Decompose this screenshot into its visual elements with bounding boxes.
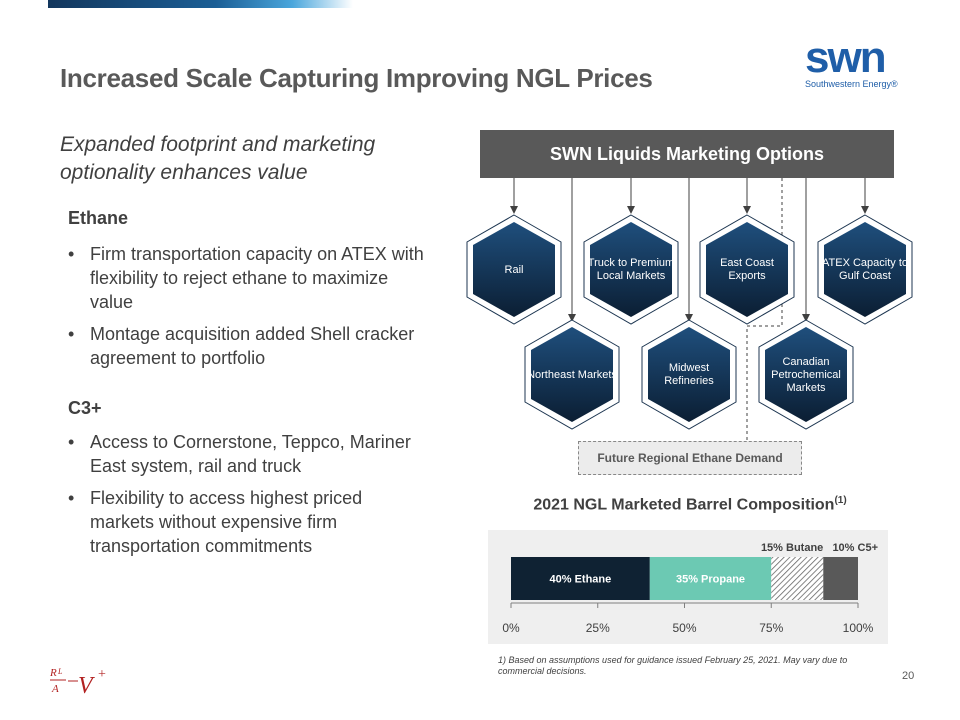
hexagon-northeast: [524, 319, 620, 430]
top-accent-bar: [48, 0, 353, 8]
rav-signature-logo: R L A V +: [49, 667, 106, 699]
hexagon-canadian: [758, 319, 854, 430]
logo-text: Southwestern Energy®: [805, 79, 898, 89]
hex-label-midwest: Midwest Refineries: [664, 362, 714, 387]
hex-label-truck: Truck to Premium Local Markets: [587, 257, 675, 282]
bar-segment-ethane: [511, 557, 650, 600]
hex-label-rail: Rail: [504, 263, 524, 276]
hexagon-truck: [583, 214, 679, 325]
svg-text:V: V: [78, 673, 95, 699]
x-tick-label: 100%: [843, 621, 874, 635]
bullet-item: Access to Cornerstone, Teppco, Mariner E…: [68, 430, 428, 478]
page-number: 20: [902, 670, 915, 682]
bullet-item: Firm transportation capacity on ATEX wit…: [68, 242, 428, 314]
logo-mark: swn: [805, 33, 887, 82]
svg-text:R: R: [49, 667, 57, 679]
hexagon-atex: [817, 214, 913, 325]
chart-title-footnote-ref: (1): [834, 495, 847, 506]
ethane-bullet-list: Firm transportation capacity on ATEX wit…: [68, 242, 428, 378]
company-logo: swn Southwestern Energy®: [805, 33, 915, 90]
svg-text:L: L: [57, 667, 63, 676]
hex-label-atex: ATEX Capacity to Gulf Coast: [822, 257, 908, 282]
bullet-item: Montage acquisition added Shell cracker …: [68, 322, 428, 370]
subtitle: Expanded footprint and marketing optiona…: [60, 133, 376, 184]
c3-bullet-list: Access to Cornerstone, Teppco, Mariner E…: [68, 430, 428, 566]
chart-title-text: 2021 NGL Marketed Barrel Composition: [533, 496, 835, 514]
x-tick-label: 50%: [672, 621, 696, 635]
hexagon-rail: [466, 214, 562, 325]
hex-label-canadian: Canadian Petrochemical Markets: [771, 355, 841, 394]
bar-segment-butane: [771, 557, 824, 600]
future-ethane-demand-box: Future Regional Ethane Demand: [578, 441, 802, 475]
x-tick-label: 0%: [502, 621, 520, 635]
data-label-c5: 10% C5+: [832, 542, 878, 554]
marketing-options-banner: SWN Liquids Marketing Options: [480, 130, 894, 178]
bar-segment-propane: [649, 557, 772, 600]
data-label-butane: 15% Butane: [761, 542, 823, 554]
section-heading-c3: C3+: [68, 398, 102, 418]
svg-text:A: A: [51, 683, 59, 695]
data-label-ethane: 40% Ethane: [550, 574, 612, 586]
section-heading-ethane: Ethane: [68, 208, 129, 228]
chart-title: 2021 NGL Marketed Barrel Composition(1): [480, 495, 900, 514]
bar-segment-c5: [823, 557, 858, 600]
hexagon-midwest: [641, 319, 737, 430]
svg-text:+: +: [98, 667, 106, 682]
hex-label-eastcoast: East Coast Exports: [720, 257, 774, 282]
footnote: 1) Based on assumptions used for guidanc…: [498, 655, 848, 676]
page-title: Increased Scale Capturing Improving NGL …: [60, 63, 653, 93]
data-label-propane: 35% Propane: [676, 574, 745, 586]
hex-label-northeast: Northeast Markets: [527, 368, 617, 381]
bullet-item: Flexibility to access highest priced mar…: [68, 486, 428, 558]
x-tick-label: 75%: [759, 621, 783, 635]
x-tick-label: 25%: [586, 621, 610, 635]
hexagon-eastcoast: [699, 214, 795, 325]
